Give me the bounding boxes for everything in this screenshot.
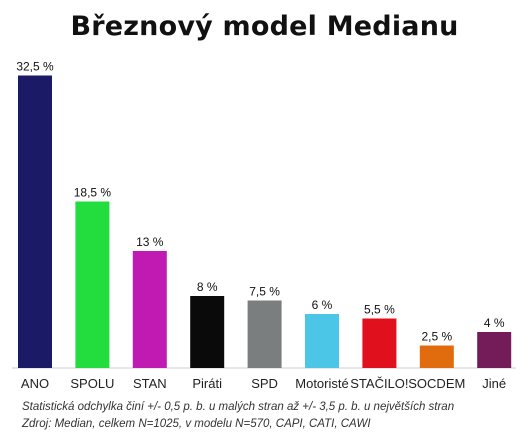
value-label-spolu: 18,5 % bbox=[74, 186, 112, 200]
footnote-statistical-error: Statistická odchylka činí +/- 0,5 p. b. … bbox=[22, 401, 455, 413]
bar-spolu bbox=[75, 201, 110, 368]
category-label-stacilo: STAČILO! bbox=[350, 376, 408, 391]
category-label-motoriste: Motoristé bbox=[295, 376, 348, 391]
value-label-spd: 7,5 % bbox=[249, 285, 280, 299]
chart-title: Březnový model Medianu bbox=[70, 11, 459, 42]
value-label-ano: 32,5 % bbox=[16, 60, 54, 74]
bar-socdem bbox=[419, 345, 454, 368]
category-label-spd: SPD bbox=[251, 376, 278, 391]
value-label-motoriste: 6 % bbox=[312, 298, 333, 312]
bar-jine bbox=[477, 332, 512, 368]
value-label-pirati: 8 % bbox=[197, 280, 218, 294]
bar-stacilo bbox=[362, 318, 397, 368]
value-label-jine: 4 % bbox=[484, 316, 505, 330]
category-label-socdem: SOCDEM bbox=[408, 376, 465, 391]
category-label-spolu: SPOLU bbox=[70, 376, 114, 391]
category-label-jine: Jiné bbox=[482, 376, 506, 391]
value-label-stan: 13 % bbox=[136, 235, 164, 249]
category-label-stan: STAN bbox=[133, 376, 167, 391]
bars-group: 32,5 % ANO 18,5 % SPOLU 13 % STAN 8 % Piráti 7,5… bbox=[16, 60, 512, 391]
category-label-ano: ANO bbox=[21, 376, 49, 391]
value-label-socdem: 2,5 % bbox=[421, 330, 452, 344]
bar-ano bbox=[18, 75, 52, 368]
footnote-source: Zdroj: Median, celkem N=1025, v modelu N… bbox=[22, 418, 371, 430]
category-label-pirati: Piráti bbox=[192, 376, 222, 391]
bar-spd bbox=[247, 300, 282, 368]
bar-stan bbox=[132, 251, 167, 368]
value-label-stacilo: 5,5 % bbox=[364, 303, 395, 317]
bar-pirati bbox=[190, 296, 225, 368]
bar-motoriste bbox=[305, 314, 339, 368]
